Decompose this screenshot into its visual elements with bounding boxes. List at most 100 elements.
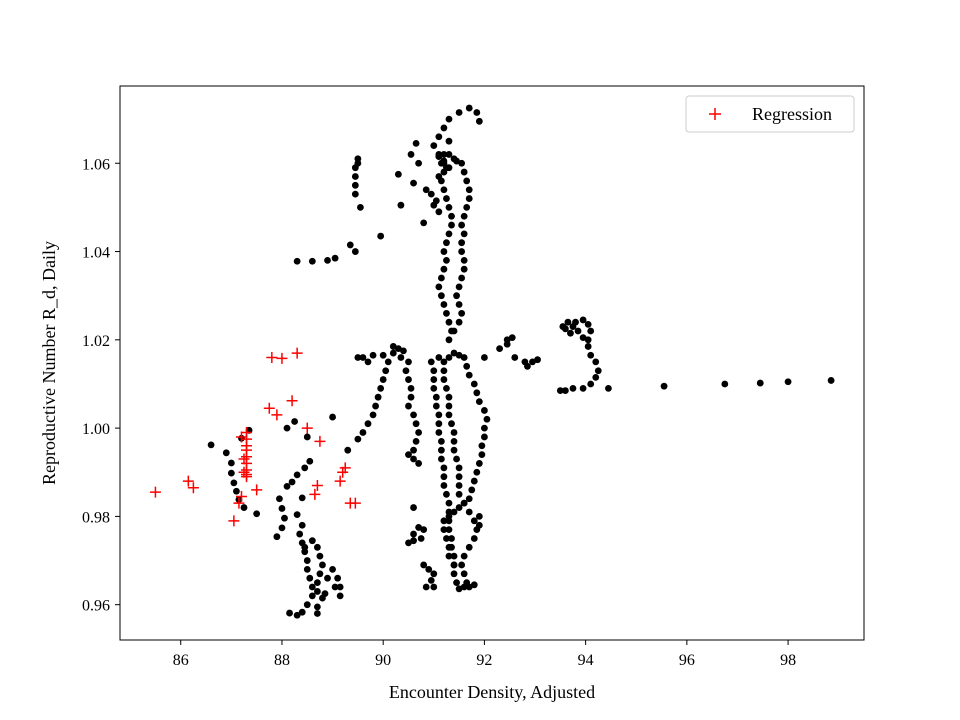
data-point [448, 221, 455, 229]
data-point [445, 203, 453, 211]
data-point [364, 420, 372, 428]
data-point [445, 393, 453, 401]
data-point [450, 437, 458, 445]
regression-point [349, 497, 361, 509]
data-point [475, 512, 483, 520]
data-point [440, 473, 448, 481]
data-point [435, 173, 443, 180]
x-tick-label: 88 [274, 652, 290, 669]
data-point [313, 588, 321, 595]
data-point [301, 543, 309, 551]
data-point [435, 283, 443, 291]
data-point [503, 340, 511, 348]
data-point [415, 429, 423, 436]
regression-point [149, 486, 161, 498]
x-tick-label: 92 [476, 652, 492, 669]
legend-label-regression: Regression [752, 104, 832, 124]
data-point [308, 257, 316, 265]
data-point [443, 256, 450, 264]
data-point [458, 309, 466, 317]
regression-point [309, 488, 321, 500]
data-point [427, 577, 435, 584]
data-point [334, 574, 342, 582]
data-point [207, 441, 215, 449]
regression-point [182, 475, 194, 487]
data-point [410, 537, 417, 545]
data-point [397, 201, 405, 209]
data-point [460, 265, 468, 273]
y-tick-label: 0.98 [82, 509, 110, 526]
data-point [308, 537, 316, 545]
data-point [240, 504, 248, 511]
data-point [481, 424, 488, 432]
data-point [313, 603, 321, 611]
data-point [377, 384, 385, 392]
data-point [440, 124, 448, 132]
data-point [281, 514, 288, 522]
data-point [584, 343, 592, 350]
regression-point [339, 462, 351, 474]
data-point [410, 530, 417, 538]
data-point [354, 155, 362, 163]
data-point [450, 508, 458, 516]
data-point [579, 316, 587, 324]
data-point [324, 256, 331, 264]
data-point [465, 495, 473, 503]
data-point [359, 429, 367, 436]
data-point [303, 433, 311, 441]
data-point [584, 336, 592, 344]
data-point [440, 186, 448, 194]
data-point [481, 407, 488, 414]
data-point [443, 309, 450, 317]
data-point [278, 505, 286, 512]
data-point [278, 524, 286, 532]
data-point [435, 354, 443, 361]
x-tick-label: 96 [679, 652, 695, 669]
data-point [579, 384, 587, 392]
data-point [303, 557, 311, 564]
data-point [286, 609, 293, 617]
data-point [432, 197, 440, 205]
data-point [587, 327, 595, 335]
data-point [455, 504, 463, 511]
data-point [465, 508, 473, 516]
data-point [445, 115, 453, 123]
data-point [440, 376, 448, 383]
data-point [324, 574, 331, 582]
data-point [402, 367, 410, 375]
data-point [443, 164, 450, 172]
data-point [556, 387, 564, 394]
data-point [412, 437, 420, 445]
data-point [430, 142, 438, 149]
data-point [417, 535, 425, 542]
data-point [721, 380, 729, 388]
data-point [359, 354, 367, 361]
data-point [303, 565, 311, 573]
data-point [465, 186, 473, 194]
data-point [445, 151, 453, 158]
data-point [435, 208, 443, 216]
data-point [301, 464, 309, 472]
data-point [594, 367, 602, 375]
data-point [430, 384, 438, 392]
data-point [445, 336, 453, 344]
data-point [308, 583, 316, 591]
data-point [253, 510, 261, 518]
data-point [455, 490, 463, 498]
data-point [450, 327, 458, 335]
data-point [344, 446, 352, 454]
data-point [564, 318, 572, 326]
data-point [496, 345, 503, 353]
data-point [465, 543, 473, 551]
data-point [405, 376, 412, 383]
data-point [425, 565, 433, 573]
x-tick-label: 94 [578, 652, 594, 669]
data-point [313, 579, 321, 587]
data-point [422, 186, 430, 194]
data-point [511, 354, 519, 361]
data-point [784, 378, 792, 386]
y-tick-label: 0.96 [82, 598, 110, 615]
data-point [445, 137, 453, 145]
data-point [473, 109, 481, 116]
